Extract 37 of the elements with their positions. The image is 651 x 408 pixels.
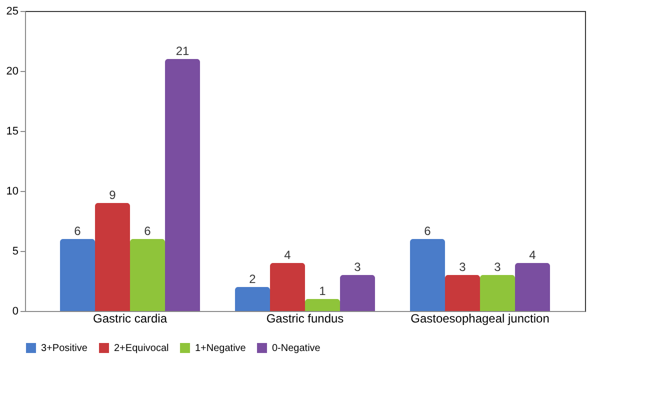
bar — [270, 263, 305, 311]
x-tick-label: Gastric cardia — [92, 312, 168, 326]
legend-label: 3+Positive — [41, 343, 88, 354]
bar — [95, 203, 130, 311]
data-label: 2 — [249, 272, 256, 286]
data-label: 3 — [494, 260, 502, 274]
data-label: 21 — [176, 44, 190, 58]
y-tick-label: 0 — [12, 306, 18, 318]
data-label: 6 — [424, 224, 432, 238]
bar — [130, 239, 165, 311]
bar — [515, 263, 550, 311]
y-tick-label: 20 — [6, 66, 18, 78]
legend-label: 2+Equivocal — [114, 343, 169, 354]
x-tick-label: Gastric fundus — [266, 312, 344, 326]
bar — [480, 275, 515, 311]
bar — [165, 59, 200, 311]
y-tick-label: 15 — [6, 126, 18, 138]
data-label: 9 — [109, 188, 116, 202]
bar — [340, 275, 375, 311]
legend-label: 0-Negative — [272, 343, 321, 354]
bar — [235, 287, 270, 311]
bar — [60, 239, 95, 311]
data-label: 3 — [354, 260, 362, 274]
data-label: 1 — [319, 284, 326, 298]
data-label: 3 — [459, 260, 466, 274]
data-label: 6 — [74, 224, 82, 238]
legend-label: 1+Negative — [195, 343, 246, 354]
data-label: 6 — [144, 224, 152, 238]
bar — [305, 299, 340, 311]
y-tick-label: 10 — [6, 186, 18, 198]
bar — [445, 275, 480, 311]
x-tick-label: Gastoesophageal junction — [410, 312, 550, 326]
data-label: 4 — [529, 248, 536, 262]
bar — [410, 239, 445, 311]
data-label: 4 — [284, 248, 292, 262]
y-tick-label: 25 — [6, 6, 18, 18]
y-tick-label: 5 — [12, 246, 18, 258]
